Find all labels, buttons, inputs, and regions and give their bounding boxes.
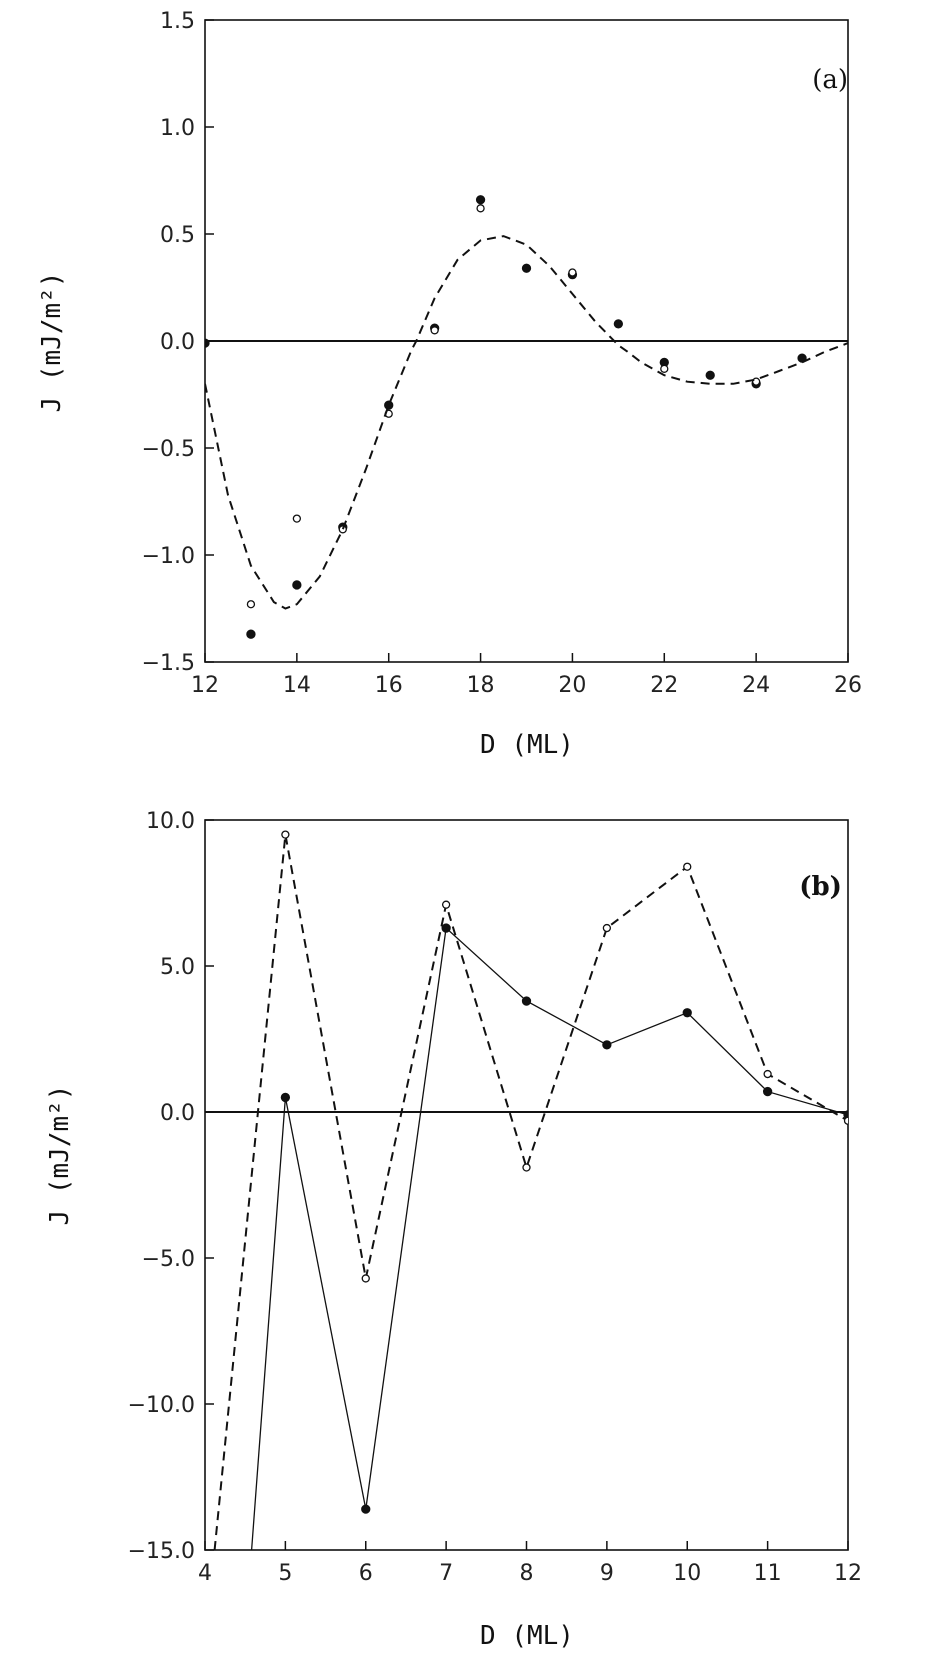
panel-b-open-point	[361, 1274, 370, 1283]
panel-b-series-2	[213, 830, 848, 1550]
panel-b-open-point	[281, 830, 290, 839]
panel-a-series-1	[205, 195, 807, 639]
panel-b-x-tick-label: 10	[673, 1561, 701, 1586]
panel-b-y-axis-title: J (mJ/m²)	[45, 1085, 75, 1226]
panel-b-filled-point	[762, 1086, 773, 1097]
panel-a-open-point	[660, 364, 669, 373]
panel-b-x-tick-label: 11	[754, 1561, 782, 1586]
panel-a-series-3	[205, 235, 848, 610]
panel-b-plot-frame	[204, 819, 849, 1551]
panel-a-x-tick-label: 22	[650, 673, 678, 698]
panel-a-y-tick-label: 0.5	[160, 223, 195, 248]
panel-a-label: (a)	[812, 65, 848, 95]
panel-a-open-point	[568, 268, 577, 277]
panel-a-x-tick-label: 16	[375, 673, 403, 698]
panel-b-x-tick-label: 12	[834, 1561, 862, 1586]
panel-a-filled-point	[521, 263, 532, 273]
panel-a-y-tick-label: −1.5	[142, 651, 195, 676]
panel-a-series-2	[246, 204, 761, 609]
panel-a-filled-point	[705, 370, 715, 380]
panel-a-y-tick-label: 1.0	[160, 116, 195, 141]
panel-b-x-tick-label: 8	[520, 1561, 534, 1586]
panel-b-y-tick-label: −5.0	[142, 1247, 195, 1272]
panel-b-y-tick-label: 10.0	[146, 809, 195, 834]
panel-b-open-point	[441, 900, 451, 909]
panel-a-open-point	[751, 377, 761, 386]
panel-a-x-tick-label: 12	[191, 673, 219, 698]
panel-b-y-tick-label: 0.0	[160, 1101, 195, 1126]
panel-a-x-tick-label: 20	[558, 673, 586, 698]
panel-a-x-tick-label: 26	[834, 673, 862, 698]
panel-a-x-axis-title: D (ML)	[480, 730, 574, 760]
panel-b-series-2-line	[213, 834, 848, 1550]
panel-b-series-1	[250, 923, 848, 1550]
panel-a-open-point	[430, 326, 439, 335]
panel-b-open-point	[602, 923, 612, 933]
panel-b-y-tick-label: −15.0	[128, 1539, 195, 1564]
panel-a-filled-point	[475, 195, 486, 205]
panel-a-filled-point	[613, 319, 624, 329]
panel-b-y-tick-label: −10.0	[128, 1393, 195, 1418]
panel-b-open-point	[843, 1116, 848, 1125]
panel-b-open-point	[763, 1069, 772, 1079]
panel-b-x-tick-label: 9	[600, 1561, 614, 1586]
panel-b-y-tick-label: 5.0	[160, 955, 195, 980]
panel-a-filled-point	[384, 400, 394, 410]
panel-a-series-3-line	[205, 235, 848, 610]
panel-a-filled-point	[205, 338, 210, 348]
panel-a-filled-point	[292, 580, 302, 590]
panel-b-x-tick-label: 7	[439, 1561, 453, 1586]
panel-b-filled-point	[361, 1504, 371, 1514]
panel-b-series-1-line	[250, 926, 848, 1550]
panel-b-x-axis-title: D (ML)	[480, 1621, 574, 1651]
panel-a-open-point	[338, 525, 347, 534]
panel-b-x-tick-label: 6	[359, 1561, 373, 1586]
panel-b-filled-point	[521, 996, 532, 1006]
panel-a-y-tick-label: −1.0	[142, 544, 195, 569]
panel-a-filled-point	[246, 629, 256, 639]
panel-b-open-point	[683, 862, 692, 871]
panel-a-y-tick-label: −0.5	[142, 437, 195, 462]
panel-a-y-axis-title: J (mJ/m²)	[37, 272, 67, 413]
panel-b-label: (b)	[799, 872, 842, 902]
panel-a-open-point	[246, 600, 256, 609]
panel-b-filled-point	[280, 1092, 291, 1103]
panel-a-y-tick-label: 1.5	[160, 9, 195, 34]
panel-a-open-point	[292, 514, 302, 523]
panel-b-filled-point	[682, 1008, 692, 1018]
panel-b-open-point	[522, 1163, 531, 1172]
panel-a-x-tick-label: 24	[742, 673, 770, 698]
panel-a-y-tick-label: 0.0	[160, 330, 195, 355]
panel-a-chart: 12 14 16 18 20 22 24 26 −1.5 −1.0 −0.5 0.0 0.5 1.0 1.5	[142, 9, 862, 698]
panel-a-open-point	[476, 204, 485, 213]
panel-a-x-tick-label: 14	[283, 673, 311, 698]
panel-b-filled-point	[602, 1040, 612, 1050]
panel-b-filled-point	[441, 923, 451, 933]
panel-b-x-tick-label: 5	[278, 1561, 292, 1586]
panel-a-x-tick-label: 18	[467, 673, 495, 698]
panel-b-chart: 4 5 6 7 8 9 10 11 12 −15.0 −10.0 −5.0 0.0 5.0 10.0	[128, 809, 862, 1586]
panel-b-x-tick-label: 4	[198, 1561, 212, 1586]
